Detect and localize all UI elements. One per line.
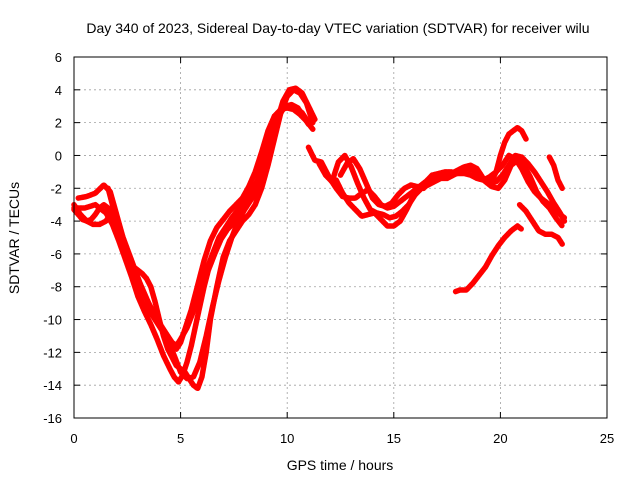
- series-trace-8-core: [334, 154, 566, 228]
- y-tick-label: -14: [43, 378, 62, 393]
- y-tick-label: -10: [43, 313, 62, 328]
- x-axis-label: GPS time / hours: [287, 457, 394, 473]
- y-tick-label: 6: [55, 50, 62, 65]
- x-tick-label: 15: [387, 431, 401, 446]
- series-trace-10-core: [488, 126, 528, 187]
- series-trace-13-core: [548, 155, 564, 190]
- series-trace-12-core: [518, 203, 564, 246]
- y-axis-label: SDTVAR / TECUs: [6, 182, 22, 294]
- plot-frame: [73, 56, 608, 419]
- x-tick-label: 10: [280, 431, 294, 446]
- y-tick-label: -6: [50, 247, 62, 262]
- y-tick-label: -2: [50, 181, 62, 196]
- y-tick-label: -16: [43, 411, 62, 426]
- y-tick-label: -4: [50, 214, 62, 229]
- x-tick-label: 0: [70, 431, 77, 446]
- data-traces: [71, 85, 568, 392]
- series-trace-11-core: [454, 224, 523, 293]
- y-tick-label: 2: [55, 116, 62, 131]
- grid-lines: [74, 57, 607, 418]
- x-tick-label: 5: [177, 431, 184, 446]
- chart-title: Day 340 of 2023, Sidereal Day-to-day VTE…: [86, 20, 589, 36]
- series-trace-6-core: [307, 146, 566, 220]
- axis-ticks: 0 5 10 15 20 25 -16 -14 -12 -10 -8 -6 -4 -2 0 2 4 6: [43, 50, 614, 446]
- y-tick-label: 4: [55, 83, 62, 98]
- x-tick-label: 25: [600, 431, 614, 446]
- y-tick-label: -8: [50, 280, 62, 295]
- y-tick-label: 0: [55, 148, 62, 163]
- series-trace-5-core: [106, 88, 315, 390]
- x-tick-label: 20: [493, 431, 507, 446]
- y-tick-label: -12: [43, 345, 62, 360]
- series-trace-9-core: [339, 157, 438, 208]
